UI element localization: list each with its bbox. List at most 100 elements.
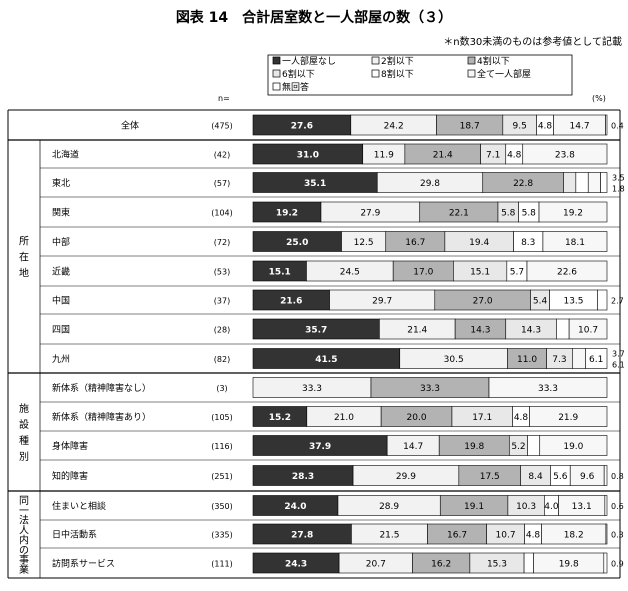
legend-label: 8割以下 <box>381 68 414 80</box>
data-label: 20.7 <box>366 560 386 570</box>
outside-label: 0.8 <box>611 472 624 481</box>
data-label: 41.5 <box>315 355 337 365</box>
data-label: 14.3 <box>521 326 541 336</box>
legend-label: 2割以下 <box>381 55 414 67</box>
bar-segment <box>528 436 540 456</box>
data-label: 16.2 <box>431 560 451 570</box>
chart-title: 図表 14 合計居室数と一人部屋の数（３） <box>176 9 452 26</box>
data-label: 14.7 <box>570 122 590 132</box>
data-label: 4.8 <box>538 122 553 132</box>
bar-segment <box>588 173 600 193</box>
data-label: 21.6 <box>280 297 302 307</box>
data-label: 14.3 <box>470 326 490 336</box>
legend-label: 全て一人部屋 <box>477 68 531 80</box>
data-label: 17.1 <box>472 413 492 423</box>
data-label: 35.7 <box>305 326 327 336</box>
legend-swatch <box>372 57 379 64</box>
data-label: 37.9 <box>309 442 331 452</box>
data-label: 35.1 <box>304 179 326 189</box>
row-label: 知的障害 <box>52 470 88 482</box>
data-label: 18.7 <box>460 122 480 132</box>
data-label: 16.7 <box>405 238 425 248</box>
data-label: 19.4 <box>469 238 489 248</box>
outside-label: 3.7 <box>612 350 625 359</box>
data-label: 28.9 <box>379 502 399 512</box>
chart-row: 訪問系サービス (111) 24.3 20.7 16.2 15.3 19.8 0.9 <box>52 553 624 573</box>
chart-row: 近畿 (53) 15.1 24.5 17.0 15.1 5.7 22.6 <box>52 261 607 281</box>
data-label: 21.0 <box>334 413 354 423</box>
row-label: 中部 <box>52 236 70 248</box>
legend-label: 6割以下 <box>282 68 315 80</box>
legend-swatch <box>273 83 280 90</box>
data-label: 4.8 <box>526 531 541 541</box>
row-label: 北海道 <box>52 149 79 161</box>
chart-row: 九州 (82) 41.5 30.5 11.0 7.3 6.13.76.1 <box>52 349 625 370</box>
data-label: 19.1 <box>464 502 484 512</box>
data-label: 5.6 <box>553 472 568 482</box>
data-label: 15.2 <box>269 413 291 423</box>
legend-label: 一人部屋なし <box>282 55 336 67</box>
row-n: (82) <box>214 355 230 364</box>
data-label: 21.5 <box>379 531 399 541</box>
row-n: (475) <box>211 122 233 131</box>
group-label: 施設種別 <box>19 402 29 463</box>
data-label: 29.9 <box>396 472 416 482</box>
row-n: (72) <box>214 238 230 247</box>
chart-row: 新体系（精神障害あり） (105) 15.2 21.0 20.0 17.1 4.8 21.9 <box>52 407 607 427</box>
bar-segment <box>604 466 607 486</box>
data-label: 24.5 <box>340 268 360 278</box>
data-label: 18.2 <box>564 531 584 541</box>
data-label: 5.8 <box>522 209 537 219</box>
n-header: n= <box>218 94 230 103</box>
row-n: (37) <box>214 297 230 306</box>
chart-row: 中部 (72) 25.0 12.5 16.7 19.4 8.3 18.1 <box>52 232 607 252</box>
data-label: 5.8 <box>501 209 516 219</box>
row-n: (42) <box>214 151 230 160</box>
row-n: (3) <box>216 384 227 393</box>
chart-row: 身体障害 (116) 37.9 14.7 19.8 5.2 19.0 <box>52 436 607 456</box>
data-label: 7.1 <box>486 151 500 161</box>
data-label: 24.0 <box>284 502 306 512</box>
data-label: 17.5 <box>480 472 500 482</box>
row-label: 関東 <box>52 207 70 219</box>
data-label: 29.7 <box>372 297 392 307</box>
row-label: 訪問系サービス <box>52 558 115 570</box>
data-label: 29.8 <box>420 179 440 189</box>
data-label: 21.4 <box>407 326 427 336</box>
data-label: 11.9 <box>374 151 394 161</box>
data-label: 5.4 <box>533 297 548 307</box>
data-label: 27.9 <box>360 209 380 219</box>
bar-segment <box>605 496 607 516</box>
chart-row: 日中活動系 (335) 27.8 21.5 16.7 10.7 4.8 18.2 0.3 <box>52 524 624 544</box>
row-label: 九州 <box>52 354 70 365</box>
chart-row: 関東 (104) 19.2 27.9 22.1 5.8 5.8 19.2 <box>52 202 607 222</box>
data-label: 8.4 <box>528 472 543 482</box>
bar-segment <box>563 173 575 193</box>
legend-swatch <box>273 70 280 77</box>
group-label: 同一法人内の事業 <box>19 495 29 576</box>
row-label: 東北 <box>52 177 70 189</box>
data-label: 9.6 <box>580 472 595 482</box>
unit-label: (%) <box>592 94 606 103</box>
outside-label: 0.9 <box>611 560 624 569</box>
data-label: 27.8 <box>291 531 313 541</box>
outside-label: 3.5 <box>612 174 625 183</box>
data-label: 16.7 <box>447 531 467 541</box>
row-label: 中国 <box>52 295 70 307</box>
data-label: 4.0 <box>544 502 559 512</box>
data-label: 19.0 <box>563 442 583 452</box>
chart-row: 住まいと相談 (350) 24.0 28.9 19.1 10.3 4.0 13.1 0.6 <box>52 496 624 516</box>
data-label: 14.7 <box>403 442 423 452</box>
data-label: 22.6 <box>557 268 577 278</box>
data-label: 28.3 <box>292 472 314 482</box>
row-label: 住まいと相談 <box>52 500 106 512</box>
chart-note: ＊n数30未満のものは参考値として記載 <box>443 35 622 48</box>
row-label: 日中活動系 <box>52 529 97 541</box>
chart-row: 北海道 (42) 31.0 11.9 21.4 7.1 4.8 23.8 <box>52 144 607 164</box>
bar-segment <box>572 349 585 369</box>
chart-row: 東北 (57) 35.1 29.8 22.8 3.5 1.8 <box>52 173 625 194</box>
outside-label: 6.1 <box>612 361 625 370</box>
data-label: 19.8 <box>559 560 579 570</box>
data-label: 12.5 <box>354 238 374 248</box>
